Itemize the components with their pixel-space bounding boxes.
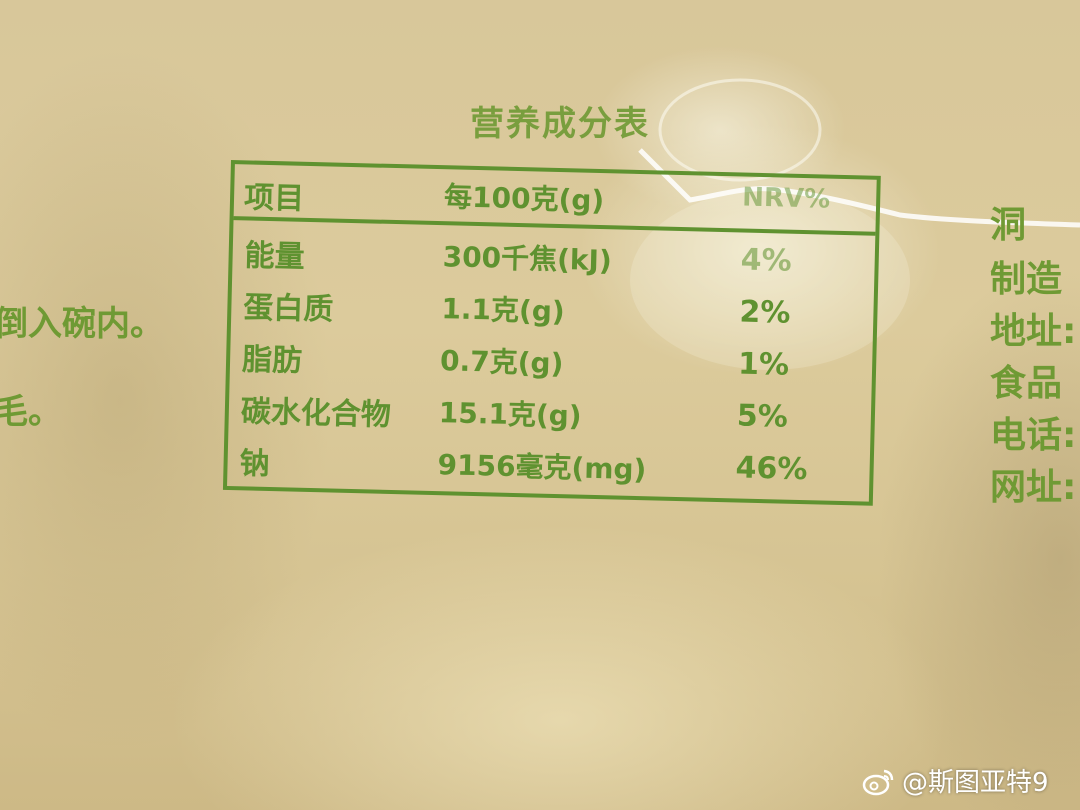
right-text-line-2: 制造 [990,259,1063,300]
row-value: 9156毫克(mg) [437,448,647,487]
left-instruction-line-2: 毛。 [0,392,62,432]
nutrition-table-title: 营养成分表 [470,104,650,144]
watermark-text: @斯图亚特9 [902,768,1049,798]
row-name: 碳水化合物 [240,394,392,433]
row-name: 钠 [239,446,270,483]
header-item: 项目 [243,180,305,217]
right-text-line-5: 电话: [990,415,1077,456]
row-nrv: 5% [736,398,789,435]
weibo-watermark: @斯图亚特9 [862,762,1049,799]
row-value: 0.7克(g) [439,344,564,381]
weibo-logo-icon [862,769,894,795]
row-value: 15.1克(g) [438,396,582,433]
right-text-line-6: 网址: [990,467,1077,508]
right-text-line-1: 洞 [990,205,1027,246]
right-text-line-3: 地址: [990,311,1077,352]
row-nrv: 4% [740,242,793,279]
row-value: 1.1克(g) [441,292,566,329]
row-name: 蛋白质 [242,290,334,328]
row-nrv: 1% [737,346,790,383]
right-text-line-4: 食品 [990,363,1063,404]
nutrition-table: 项目 每100克(g) NRV% 能量 300千焦(kJ) 4% 蛋白质 1.1… [222,160,881,506]
row-value: 300千焦(kJ) [442,240,613,278]
header-nrv: NRV% [741,182,831,215]
row-name: 脂肪 [241,342,303,379]
header-per-100g: 每100克(g) [443,180,605,218]
left-instruction-line-1: 倒入碗内。 [0,304,164,344]
row-nrv: 46% [735,450,808,488]
row-name: 能量 [244,238,306,275]
row-nrv: 2% [739,294,791,331]
